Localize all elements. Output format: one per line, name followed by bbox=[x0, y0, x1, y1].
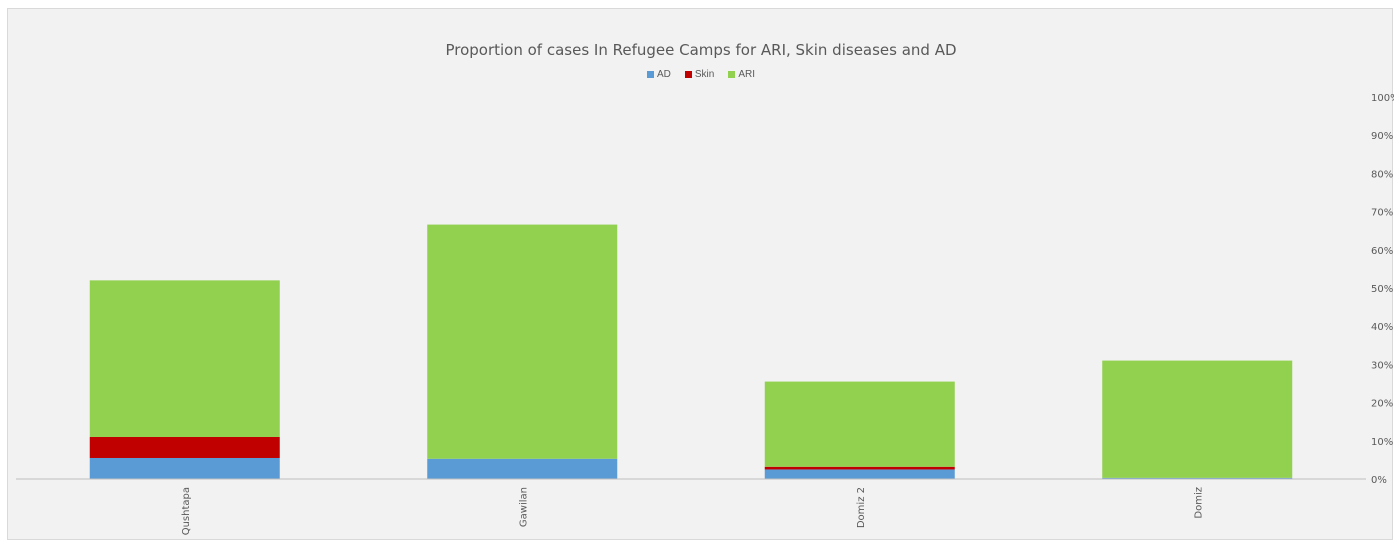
bar-ad-3 bbox=[1102, 477, 1293, 479]
y-tick-label-5: 50% bbox=[1371, 284, 1393, 295]
plot-svg: Qushtapa Gawilan Domiz 2 Domiz 0% 10% 20% 30% 40… bbox=[16, 93, 1394, 535]
legend-item-ari: ARI bbox=[728, 69, 755, 80]
y-tick-label-2: 20% bbox=[1371, 399, 1393, 410]
category-label-2: Domiz 2 bbox=[856, 487, 867, 528]
bar-skin-2 bbox=[764, 466, 955, 470]
y-tick-label-6: 60% bbox=[1371, 246, 1393, 257]
chart-area: Proportion of cases In Refugee Camps for… bbox=[7, 8, 1394, 540]
y-tick-label-1: 10% bbox=[1371, 437, 1393, 448]
legend-label-ari: ARI bbox=[738, 69, 756, 80]
bar-skin-0 bbox=[89, 436, 280, 458]
category-label-0: Qushtapa bbox=[181, 487, 192, 535]
y-tick-label-3: 30% bbox=[1371, 360, 1393, 371]
y-tick-label-7: 70% bbox=[1371, 208, 1393, 219]
y-tick-label-4: 40% bbox=[1371, 322, 1393, 333]
bar-ari-1 bbox=[427, 224, 618, 459]
bar-ad-1 bbox=[427, 458, 618, 479]
legend-item-skin: Skin bbox=[684, 69, 715, 80]
y-tick-label-8: 80% bbox=[1371, 169, 1393, 180]
y-tick-label-10: 100% bbox=[1371, 93, 1394, 104]
chart-title: Proportion of cases In Refugee Camps for… bbox=[445, 41, 957, 59]
legend-swatch-ari bbox=[728, 71, 736, 78]
legend-label-skin: Skin bbox=[694, 69, 715, 80]
y-tick-label-9: 90% bbox=[1371, 131, 1393, 142]
bar-ari-0 bbox=[89, 280, 280, 437]
category-label-1: Gawilan bbox=[518, 487, 529, 527]
legend-item-ad: AD bbox=[646, 69, 671, 80]
bar-ad-2 bbox=[764, 469, 955, 479]
category-label-3: Domiz bbox=[1193, 487, 1204, 519]
legend-swatch-skin bbox=[684, 71, 692, 78]
y-tick-label-0: 0% bbox=[1371, 475, 1387, 486]
bar-ari-2 bbox=[764, 381, 955, 467]
bar-ad-0 bbox=[89, 457, 280, 479]
legend: AD Skin ARI bbox=[8, 69, 1394, 80]
legend-label-ad: AD bbox=[656, 69, 671, 80]
bar-ari-3 bbox=[1102, 360, 1293, 478]
legend-swatch-ad bbox=[646, 71, 654, 78]
